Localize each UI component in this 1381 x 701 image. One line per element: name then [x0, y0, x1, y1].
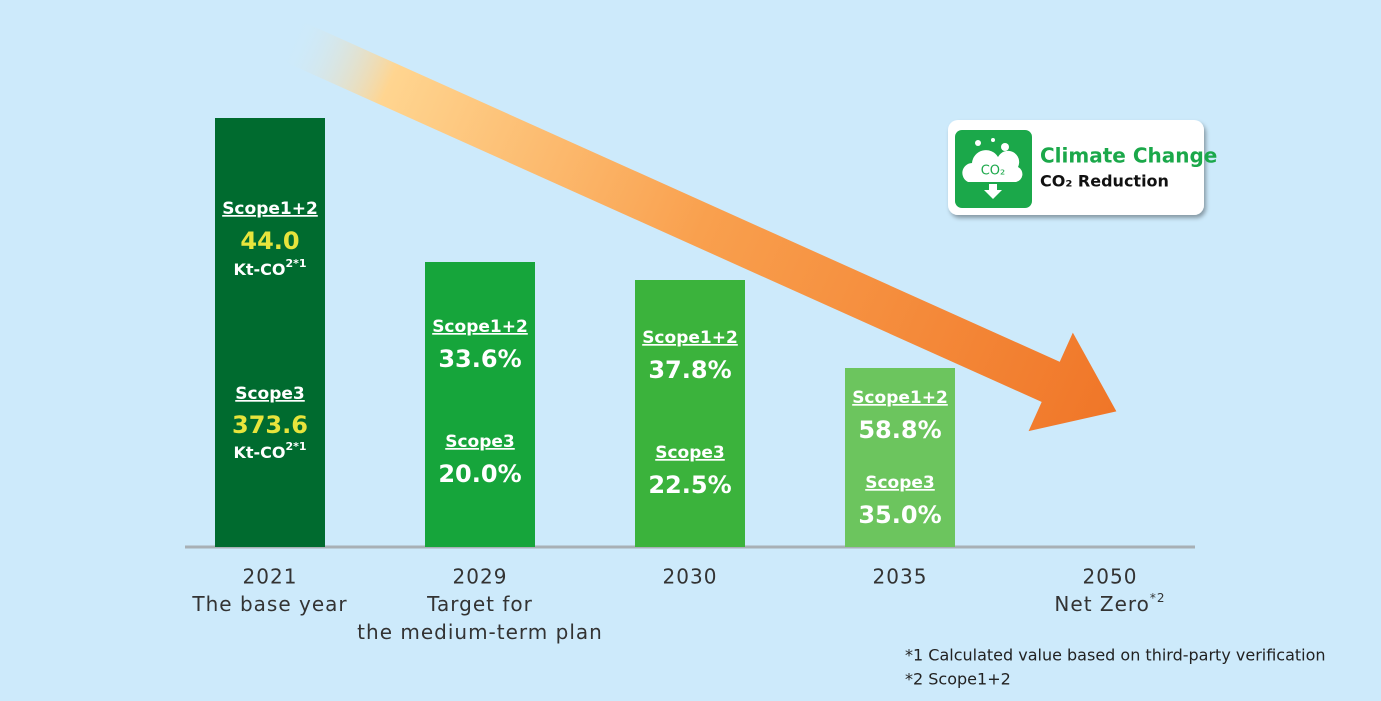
bar [425, 262, 535, 547]
caption-text: Net Zero [1054, 592, 1150, 616]
badge-subtitle: CO₂ Reduction [1040, 172, 1169, 191]
caption: The base year [191, 592, 347, 616]
scope-label: Scope1+2 [432, 317, 528, 337]
year-label: 2035 [873, 565, 928, 589]
year-label: 2050 [1083, 565, 1138, 589]
scope-value: 37.8% [648, 356, 731, 384]
scope-value: 44.0 [240, 227, 299, 255]
caption: the medium-term plan [357, 620, 603, 644]
bar [215, 118, 325, 547]
scope-value: 373.6 [232, 411, 308, 439]
scope-label: Scope1+2 [222, 199, 318, 219]
scope-label: Scope1+2 [852, 388, 948, 408]
caption: Net Zero*2 [1054, 591, 1165, 616]
footnote: *1 Calculated value based on third-party… [905, 646, 1326, 665]
scope-label: Scope3 [865, 473, 935, 493]
icon-label: CO₂ [981, 164, 1006, 179]
scope-label: Scope3 [445, 432, 515, 452]
scope-value: 58.8% [858, 416, 941, 444]
scope-value: 22.5% [648, 471, 731, 499]
badge-title: Climate Change [1040, 144, 1217, 168]
bar [845, 368, 955, 547]
unit: Kt-CO2*1 [233, 257, 306, 279]
caption-note: *2 [1150, 591, 1166, 605]
scope-value: 33.6% [438, 345, 521, 373]
scope-label: Scope1+2 [642, 328, 738, 348]
year-label: 2021 [243, 565, 298, 589]
caption: Target for [426, 592, 533, 616]
badge: CO₂ Climate Change CO₂ Reduction [948, 120, 1217, 215]
scope-label: Scope3 [655, 443, 725, 463]
unit: Kt-CO2*1 [233, 440, 306, 462]
scope-value: 20.0% [438, 460, 521, 488]
unit-text: Kt-CO [233, 443, 285, 462]
unit-text: Kt-CO [233, 260, 285, 279]
bar [635, 280, 745, 547]
year-label: 2029 [453, 565, 508, 589]
scope-label: Scope3 [235, 384, 305, 404]
caption-text: the medium-term plan [357, 620, 603, 644]
unit-note: 2*1 [285, 440, 306, 453]
unit-note: 2*1 [285, 257, 306, 270]
caption-text: The base year [191, 592, 347, 616]
year-label: 2030 [663, 565, 718, 589]
footnote: *2 Scope1+2 [905, 670, 1011, 689]
trend-arrow [280, 19, 1117, 432]
caption-text: Target for [426, 592, 533, 616]
scope-value: 35.0% [858, 501, 941, 529]
